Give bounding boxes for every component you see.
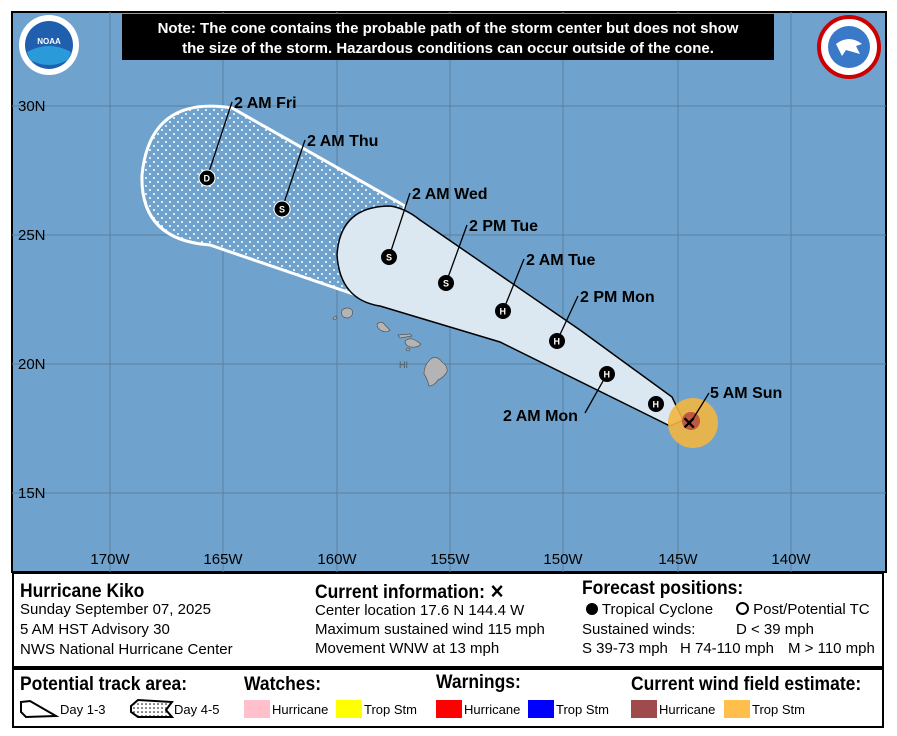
legend-wind-hurricane: Hurricane (631, 700, 715, 718)
note-line-1: Note: The cone contains the probable pat… (158, 20, 739, 37)
post-tc-legend: Post/Potential TC (736, 601, 870, 618)
wind-field-title: Current wind field estimate: (631, 674, 862, 695)
current-x-icon: ✕ (489, 582, 505, 603)
forecast-point-h: H (549, 333, 565, 349)
label-2pm-mon: 2 PM Mon (580, 289, 655, 306)
svg-text:H: H (653, 400, 660, 410)
label-5am-sun: 5 AM Sun (710, 385, 782, 402)
svg-text:140W: 140W (771, 551, 811, 568)
svg-text:160W: 160W (317, 551, 357, 568)
forecast-map: HI ✕ H H H H S S S D 5 AM Sun 2 AM Mon 2… (11, 11, 887, 573)
m-category: M > 110 mph (788, 640, 875, 657)
max-wind: Maximum sustained wind 115 mph (315, 621, 545, 638)
watches-title: Watches: (244, 674, 322, 695)
svg-text:30N: 30N (18, 98, 46, 115)
svg-text:155W: 155W (430, 551, 470, 568)
svg-text:20N: 20N (18, 356, 46, 373)
dotted-cone-icon (130, 698, 174, 718)
legend-day-1-3: Day 1-3 (18, 698, 106, 720)
label-2am-tue: 2 AM Tue (526, 252, 595, 269)
legend-warn-ts: Trop Stm (528, 700, 609, 718)
forecast-points: H H H H S S S D (198, 169, 664, 412)
label-2am-fri: 2 AM Fri (234, 95, 297, 112)
cone-outline-icon (20, 699, 60, 719)
legend-wind-ts: Trop Stm (724, 700, 805, 718)
h-category: H 74-110 mph (680, 640, 774, 657)
movement: Movement WNW at 13 mph (315, 640, 500, 657)
svg-text:S: S (279, 205, 285, 215)
storm-advisory: 5 AM HST Advisory 30 (20, 621, 170, 638)
forecast-point-d: D (198, 169, 216, 187)
tropical-cyclone-legend: Tropical Cyclone (586, 601, 713, 618)
forecast-point-s: S (273, 200, 291, 218)
longitude-labels: 170W 165W 160W 155W 150W 145W 140W (90, 551, 811, 568)
label-2am-wed: 2 AM Wed (412, 186, 488, 203)
forecast-point-h: H (648, 396, 664, 412)
legend-day-4-5: Day 4-5 (128, 698, 220, 720)
track-area-title: Potential track area: (20, 674, 188, 695)
legend-watch-ts: Trop Stm (336, 700, 417, 718)
note-line-2: the size of the storm. Hazardous conditi… (182, 40, 714, 57)
forecast-point-s: S (438, 275, 454, 291)
filled-circle-icon (586, 603, 598, 615)
label-leaders (206, 101, 710, 423)
sustained-winds-label: Sustained winds: (582, 621, 696, 638)
nws-logo (817, 15, 881, 79)
label-2am-mon: 2 AM Mon (503, 408, 578, 425)
svg-text:165W: 165W (203, 551, 243, 568)
forecast-point-h: H (599, 366, 615, 382)
svg-text:170W: 170W (90, 551, 130, 568)
label-2am-thu: 2 AM Thu (307, 133, 378, 150)
svg-text:NOAA: NOAA (37, 37, 61, 46)
cone-day-1-3 (336, 205, 685, 427)
latitude-labels: 30N 25N 20N 15N (18, 98, 46, 502)
open-circle-icon (736, 602, 749, 615)
svg-text:H: H (604, 370, 611, 380)
warnings-title: Warnings: (436, 672, 521, 693)
center-location: Center location 17.6 N 144.4 W (315, 602, 525, 619)
issuing-center: NWS National Hurricane Center (20, 641, 233, 658)
svg-text:145W: 145W (658, 551, 698, 568)
state-label-hi: HI (399, 360, 408, 370)
s-category: S 39-73 mph (582, 640, 668, 657)
svg-text:25N: 25N (18, 227, 46, 244)
svg-text:S: S (443, 279, 449, 289)
label-2pm-tue: 2 PM Tue (469, 218, 538, 235)
storm-date: Sunday September 07, 2025 (20, 601, 211, 618)
svg-text:D: D (204, 174, 211, 184)
note-box (122, 14, 774, 60)
current-position-x-icon: ✕ (682, 414, 696, 433)
svg-text:15N: 15N (18, 485, 46, 502)
hawaii-islands (332, 307, 448, 387)
noaa-logo: NOAA (19, 15, 79, 75)
storm-info-panel: Hurricane Kiko Sunday September 07, 2025… (12, 572, 884, 668)
forecast-point-h: H (495, 303, 511, 319)
d-category: D < 39 mph (736, 621, 814, 638)
forecast-labels: 5 AM Sun 2 AM Mon 2 PM Mon 2 AM Tue 2 PM… (234, 95, 782, 425)
svg-text:H: H (554, 337, 561, 347)
legend-panel: Potential track area: Day 1-3 Day 4-5 Wa… (12, 668, 884, 728)
legend-watch-hurricane: Hurricane (244, 700, 328, 718)
svg-text:S: S (386, 253, 392, 263)
current-info-title: Current information: ✕ (315, 582, 505, 603)
forecast-title: Forecast positions: (582, 578, 744, 599)
legend-warn-hurricane: Hurricane (436, 700, 520, 718)
svg-text:H: H (500, 307, 507, 317)
svg-text:150W: 150W (543, 551, 583, 568)
forecast-point-s: S (381, 249, 397, 265)
storm-name: Hurricane Kiko (20, 581, 145, 602)
